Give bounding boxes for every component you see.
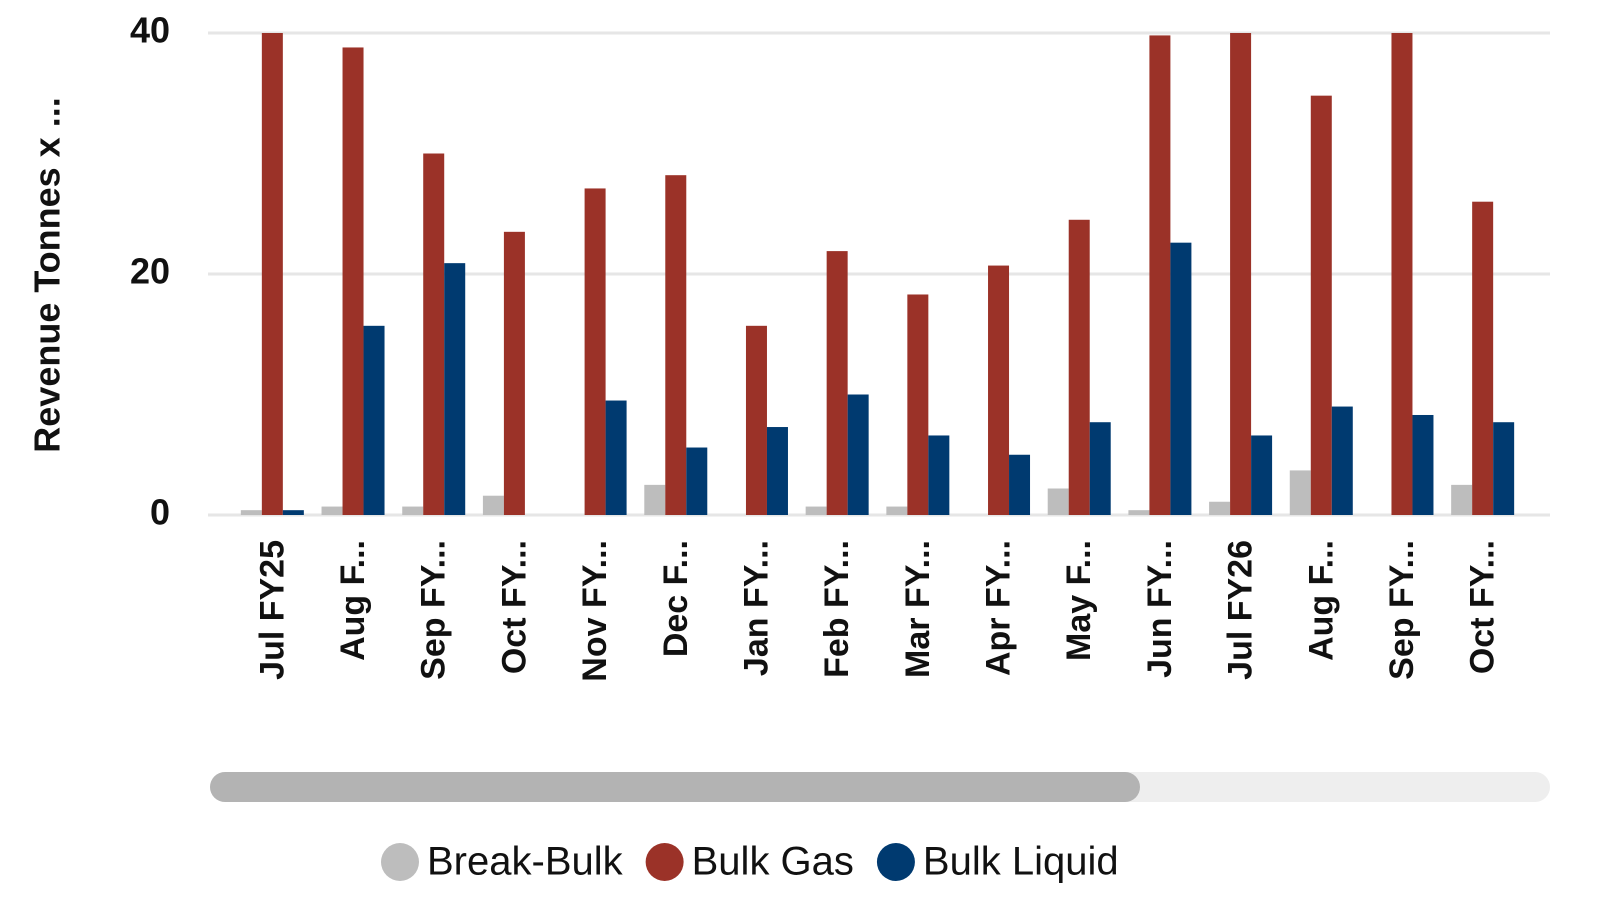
legend-label: Bulk Gas (692, 840, 854, 884)
y-tick-label: 40 (130, 10, 170, 51)
bar (482, 495, 504, 515)
x-tick-label: Apr FY... (980, 540, 1018, 676)
x-tick-label: Oct FY... (1464, 540, 1502, 674)
x-tick-label: Jul FY25 (253, 540, 291, 680)
bar (444, 263, 466, 515)
x-tick-label: Mar FY... (899, 540, 937, 678)
bar (321, 506, 343, 515)
legend-label: Break-Bulk (427, 840, 624, 884)
bar (766, 427, 788, 515)
bar (1331, 406, 1353, 515)
x-tick-label: Jun FY... (1141, 540, 1179, 678)
legend-marker (876, 843, 915, 881)
legend-marker (645, 843, 684, 881)
bar (686, 447, 708, 515)
bar (1089, 422, 1111, 515)
bar (1209, 501, 1231, 515)
bar (928, 435, 950, 515)
bar (1310, 95, 1332, 515)
x-tick-label: Oct FY... (495, 540, 533, 674)
bar (1251, 435, 1273, 515)
x-tick-label: Aug F... (334, 540, 372, 661)
bar (503, 231, 525, 515)
bar (1230, 33, 1252, 515)
bar (1472, 201, 1494, 515)
legend-label: Bulk Liquid (923, 840, 1119, 884)
bar (907, 294, 929, 515)
y-tick-label: 20 (130, 251, 170, 292)
bar (402, 506, 424, 515)
bar (745, 325, 767, 515)
bar (282, 510, 304, 515)
bar (1170, 242, 1192, 516)
x-tick-label: Aug F... (1302, 540, 1340, 661)
bar (1289, 470, 1311, 515)
bar (1412, 414, 1434, 515)
bar (342, 47, 364, 516)
bar (665, 175, 687, 515)
scrollbar-thumb[interactable] (210, 772, 1140, 802)
y-tick-label: 0 (150, 492, 170, 533)
bar (240, 510, 262, 515)
bar (1149, 35, 1171, 515)
bar (363, 325, 385, 515)
bar (423, 153, 445, 515)
x-tick-label: Sep FY... (415, 540, 453, 680)
bar (644, 484, 666, 515)
y-axis-label: Revenue Tonnes x ... (27, 97, 68, 452)
bar (1047, 488, 1069, 515)
bar (605, 400, 627, 515)
x-tick-label: Feb FY... (818, 540, 856, 678)
bar (1068, 219, 1090, 515)
x-tick-label: Nov FY... (576, 540, 614, 682)
bar (1128, 510, 1150, 515)
legend-marker (381, 843, 419, 881)
bar (584, 188, 606, 515)
bar (1493, 422, 1515, 515)
bar (1451, 484, 1473, 515)
bar (261, 33, 283, 515)
x-tick-label: Jan FY... (737, 540, 775, 676)
bar (1009, 454, 1031, 515)
bar (886, 506, 908, 515)
bar (1391, 33, 1413, 515)
x-tick-label: Jul FY26 (1222, 540, 1260, 680)
bar (847, 394, 869, 515)
bar (988, 265, 1010, 515)
x-tick-label: May F... (1060, 540, 1098, 661)
bar (805, 506, 827, 515)
x-tick-label: Dec F... (657, 540, 695, 657)
x-tick-label: Sep FY... (1383, 540, 1421, 680)
bar (826, 251, 848, 516)
